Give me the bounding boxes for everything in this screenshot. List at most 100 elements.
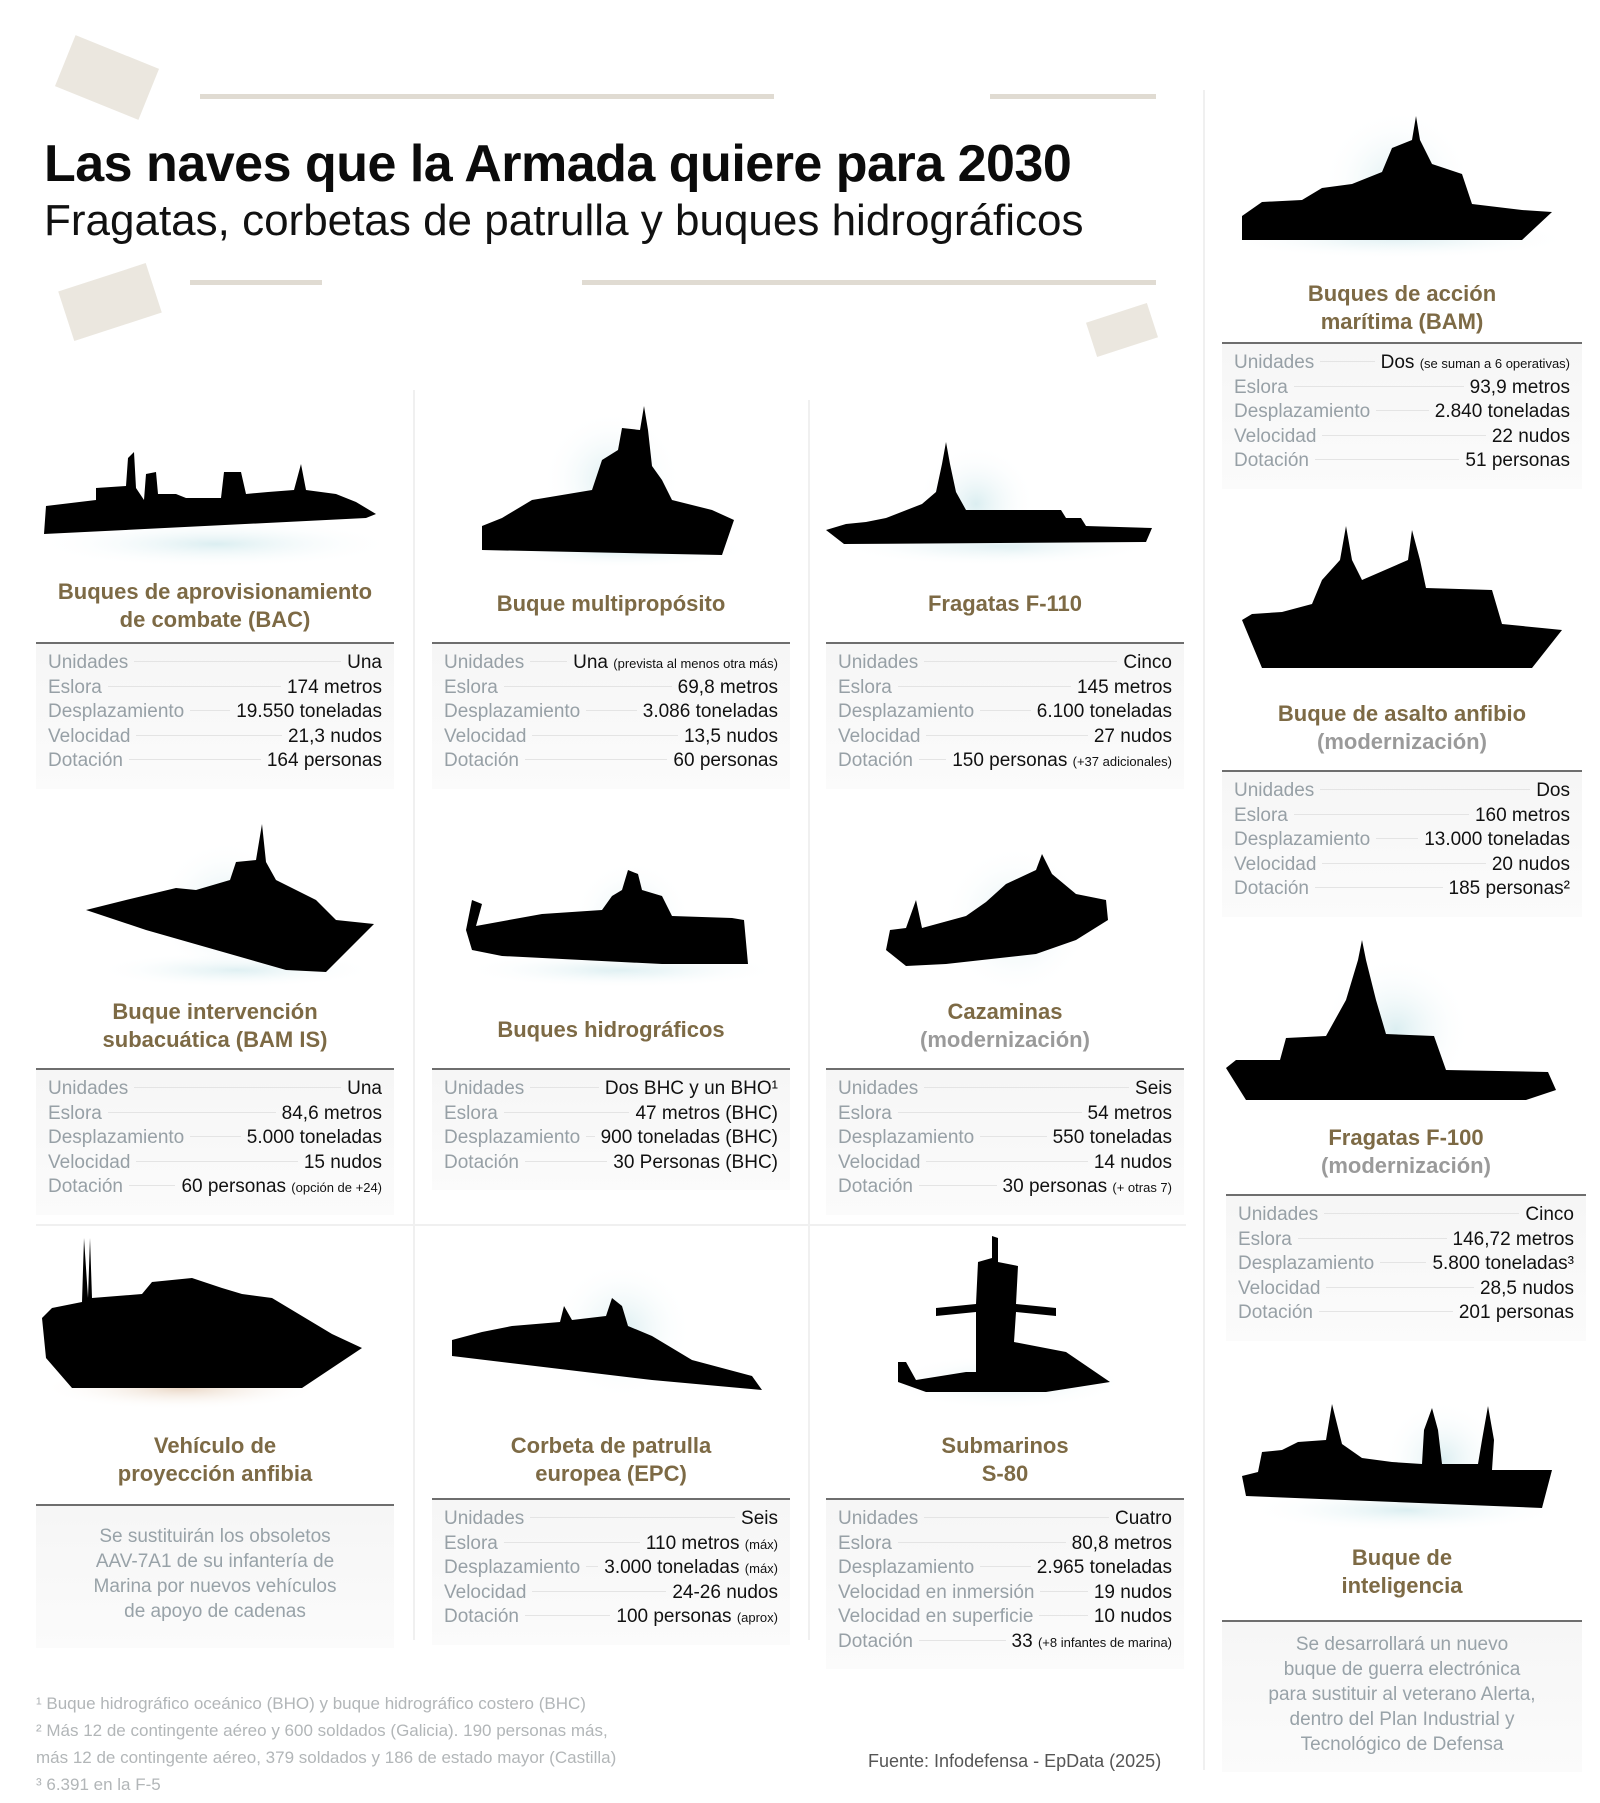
stat-label: Velocidad en inmersión bbox=[838, 1581, 1035, 1603]
card-epc: Corbeta de patrulla europea (EPC) Unidad… bbox=[432, 1270, 790, 1660]
stat-value-main: 60 personas bbox=[181, 1176, 287, 1197]
stat-value-main: 10 nudos bbox=[1093, 1606, 1172, 1627]
decor-tile bbox=[54, 35, 160, 120]
leader-line bbox=[897, 1111, 1082, 1113]
card-s80: Submarinos S-80 Unidades Cuatro Eslora 80,8… bbox=[826, 1232, 1184, 1669]
frigate-f100-silhouette-icon bbox=[1226, 940, 1566, 1110]
stat-label: Velocidad bbox=[1234, 425, 1317, 447]
stat-value-main: 550 toneladas bbox=[1052, 1127, 1172, 1148]
stat-row: Dotación 30 personas (+ otras 7) bbox=[838, 1176, 1172, 1201]
leader-line bbox=[586, 710, 637, 711]
stat-row: Velocidad 28,5 nudos bbox=[1238, 1278, 1574, 1303]
divider-rule bbox=[826, 1068, 1184, 1070]
description-line: buque de guerra electrónica bbox=[1283, 1659, 1521, 1680]
stat-label: Dotación bbox=[1234, 450, 1309, 471]
leader-line bbox=[1324, 1213, 1520, 1214]
stat-value: 3.086 toneladas bbox=[643, 701, 778, 723]
leader-line bbox=[525, 1160, 608, 1162]
stat-value-main: 145 metros bbox=[1076, 676, 1172, 698]
stat-label: Unidades bbox=[48, 1078, 129, 1099]
stat-value-main: 900 toneladas (BHC) bbox=[600, 1127, 778, 1148]
leader-line bbox=[134, 661, 342, 662]
stat-label: Dotación bbox=[48, 1176, 123, 1197]
stat-row: Eslora 160 metros bbox=[1234, 805, 1570, 830]
stat-value: 54 metros bbox=[1088, 1103, 1172, 1125]
decor-tile bbox=[58, 263, 162, 341]
stat-value-note: (máx) bbox=[744, 1536, 778, 1552]
stat-label: Velocidad bbox=[1238, 1277, 1321, 1299]
leader-line bbox=[530, 1087, 599, 1088]
stat-value: 201 personas bbox=[1459, 1302, 1574, 1324]
amphibious-ship-silhouette-icon bbox=[1242, 520, 1572, 680]
column-divider bbox=[808, 400, 810, 1640]
stat-value: 110 metros (máx) bbox=[646, 1533, 778, 1555]
stat-value-main: 14 nudos bbox=[1093, 1151, 1172, 1173]
stat-value: Dos bbox=[1536, 780, 1570, 802]
stat-label: Dotación bbox=[48, 750, 123, 771]
leader-line bbox=[897, 685, 1071, 687]
stat-row: Eslora 145 metros bbox=[838, 677, 1172, 702]
page-title: Las naves que la Armada quiere para 2030 bbox=[44, 135, 1072, 193]
stat-label: Unidades bbox=[838, 1078, 919, 1099]
leader-line bbox=[924, 1087, 1130, 1088]
stat-value-main: Seis bbox=[1135, 1078, 1172, 1099]
stat-value: 146,72 metros bbox=[1453, 1229, 1574, 1251]
column-divider bbox=[413, 390, 415, 1640]
stat-value: Cinco bbox=[1525, 1204, 1574, 1226]
ship-name: Cazaminas (modernización) bbox=[920, 999, 1090, 1052]
leader-line bbox=[1322, 434, 1486, 436]
stat-row: Unidades Una (prevista al menos otra más) bbox=[444, 652, 778, 677]
stat-value-main: 2.840 toneladas bbox=[1434, 401, 1570, 422]
stat-row: Unidades Una bbox=[48, 1078, 382, 1103]
card-asalto-anfibio: Buque de asalto anfibio (modernización) … bbox=[1222, 520, 1582, 920]
leader-line bbox=[586, 1566, 599, 1567]
stat-value: 160 metros bbox=[1475, 805, 1570, 827]
stat-label: Dotación bbox=[838, 750, 913, 771]
stat-value: 6.100 toneladas bbox=[1037, 701, 1172, 723]
stat-value-main: Dos BHC y un BHO¹ bbox=[604, 1078, 778, 1099]
page-subtitle: Fragatas, corbetas de patrulla y buques … bbox=[44, 196, 1084, 245]
stat-value: 2.965 toneladas bbox=[1037, 1557, 1172, 1579]
stat-value: Seis bbox=[1135, 1078, 1172, 1100]
stat-value: 93,9 metros bbox=[1470, 377, 1570, 399]
footnote: ² Más 12 de contingente aéreo y 600 sold… bbox=[36, 1721, 608, 1740]
stat-row: Eslora 80,8 metros bbox=[838, 1533, 1172, 1558]
leader-line bbox=[134, 1087, 342, 1088]
stat-label: Dotación bbox=[444, 1151, 519, 1173]
stat-row: Unidades Dos BHC y un BHO¹ bbox=[444, 1078, 778, 1103]
stat-value: 19.550 toneladas bbox=[236, 701, 382, 723]
stat-value-main: 6.100 toneladas bbox=[1036, 701, 1172, 722]
leader-line bbox=[1293, 385, 1464, 387]
leader-line bbox=[924, 1517, 1109, 1518]
stat-value: 100 personas (aprox) bbox=[616, 1606, 778, 1628]
ship-name: Buques de acción marítima (BAM) bbox=[1307, 281, 1497, 334]
stat-value: 28,5 nudos bbox=[1480, 1278, 1574, 1300]
stat-label: Desplazamiento bbox=[48, 701, 185, 722]
stat-label: Desplazamiento bbox=[444, 1557, 581, 1578]
stat-label: Velocidad bbox=[48, 725, 131, 747]
stat-value: 69,8 metros bbox=[678, 677, 778, 699]
stat-value: 5.800 toneladas³ bbox=[1432, 1253, 1574, 1275]
stat-value-main: Seis bbox=[741, 1508, 778, 1529]
stat-value-main: Dos bbox=[1380, 352, 1415, 373]
decor-bar bbox=[200, 94, 774, 99]
stat-value: 80,8 metros bbox=[1072, 1533, 1172, 1555]
stat-label: Unidades bbox=[444, 652, 525, 673]
stat-label: Eslora bbox=[444, 1532, 498, 1554]
stat-row: Unidades Cinco bbox=[1238, 1204, 1574, 1229]
stat-value: 47 metros (BHC) bbox=[635, 1103, 778, 1125]
ship-name: Fragatas F-110 bbox=[927, 591, 1083, 616]
leader-line bbox=[926, 734, 1088, 736]
stat-value-main: Una bbox=[347, 652, 382, 673]
leader-line bbox=[525, 759, 668, 760]
description-line: AAV-7A1 de su infantería de bbox=[95, 1551, 335, 1572]
stat-row: Velocidad 13,5 nudos bbox=[444, 726, 778, 751]
description-line: para sustituir al veterano Alerta, bbox=[1268, 1684, 1536, 1705]
stat-row: Dotación 164 personas bbox=[48, 750, 382, 775]
stat-value: Una bbox=[347, 1078, 382, 1100]
stat-label: Desplazamiento bbox=[838, 1127, 975, 1148]
stat-label: Dotación bbox=[838, 1176, 913, 1197]
stat-row: Desplazamiento 6.100 toneladas bbox=[838, 701, 1172, 726]
stat-value-main: 60 personas bbox=[673, 750, 778, 771]
stat-value-note: (prevista al menos otra más) bbox=[613, 656, 778, 671]
